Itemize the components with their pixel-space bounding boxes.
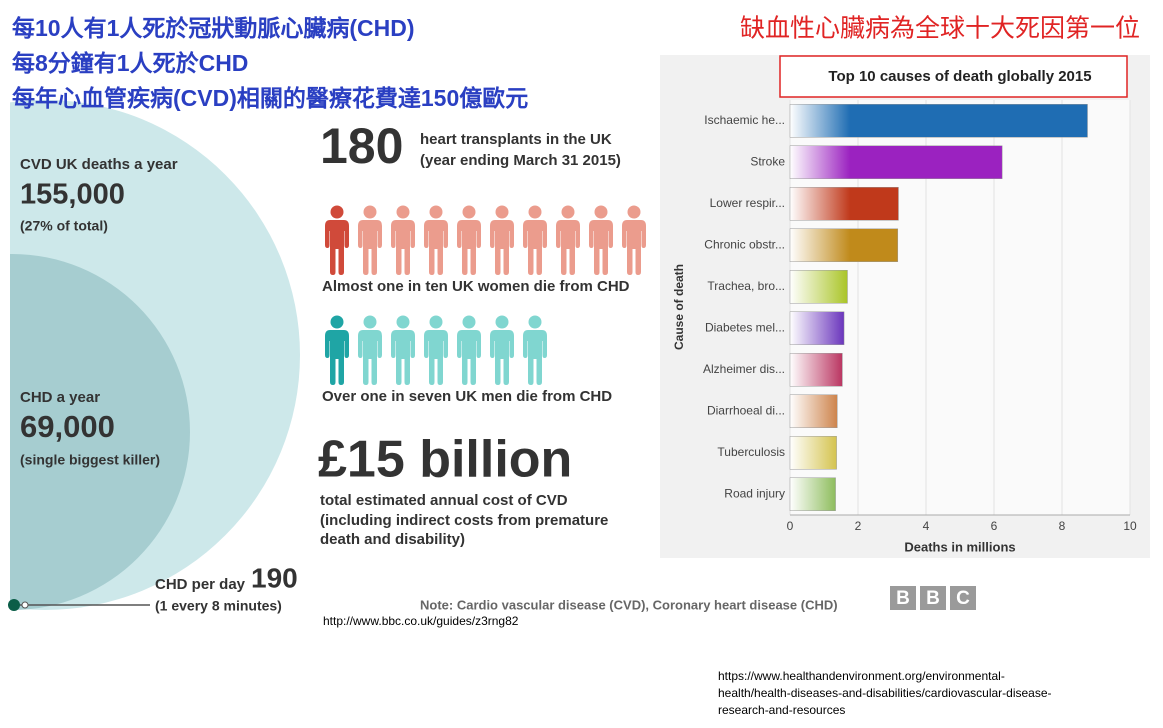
header-line: 每8分鐘有1人死於CHD: [12, 50, 248, 76]
chd-label: CHD a year: [20, 389, 100, 406]
footer-source: research-and-resources: [718, 703, 845, 717]
transplants-text: (year ending March 31 2015): [420, 152, 621, 169]
x-tick-label: 8: [1059, 519, 1066, 533]
x-tick-label: 10: [1123, 519, 1137, 533]
x-tick-label: 0: [787, 519, 794, 533]
y-tick-label: Stroke: [750, 154, 785, 168]
source: http://www.bbc.co.uk/guides/z3rng82: [323, 614, 519, 628]
y-tick-label: Diabetes mel...: [705, 320, 785, 334]
bar: [789, 145, 1003, 179]
chart: Top 10 causes of death globally 2015 Dea…: [660, 55, 1150, 558]
footer-source: health/health-diseases-and-disabilities/…: [718, 686, 1052, 700]
per-day-value: 190: [251, 562, 298, 593]
chart-title: Top 10 causes of death globally 2015: [828, 68, 1091, 85]
y-tick-label: Chronic obstr...: [704, 237, 785, 251]
cvd-value: 155,000: [20, 179, 125, 211]
bar: [789, 104, 1088, 138]
y-tick-label: Tuberculosis: [717, 445, 785, 459]
y-tick-label: Road injury: [724, 486, 785, 500]
dot: [8, 599, 20, 611]
y-tick-label: Ischaemic he...: [704, 113, 785, 127]
x-tick-label: 2: [855, 519, 862, 533]
header-line: 每年心血管疾病(CVD)相關的醫療花費達150億歐元: [12, 85, 528, 111]
men-icons: [325, 315, 547, 385]
per-day-label: CHD per day: [155, 576, 246, 593]
y-tick-label: Trachea, bro...: [707, 279, 785, 293]
cost-text: (including indirect costs from premature: [320, 512, 608, 529]
x-tick-label: 6: [991, 519, 998, 533]
bar: [789, 353, 843, 387]
transplants-text: heart transplants in the UK: [420, 131, 612, 148]
x-tick-label: 4: [923, 519, 930, 533]
y-axis-label: Cause of death: [672, 264, 686, 350]
bar: [789, 477, 836, 511]
cost-value: £15 billion: [318, 431, 572, 489]
x-axis-label: Deaths in millions: [904, 539, 1015, 554]
footer-source: https://www.healthandenvironment.org/env…: [718, 669, 1005, 683]
women-text: Almost one in ten UK women die from CHD: [322, 278, 630, 295]
circles: [10, 100, 300, 610]
brand-letter: B: [896, 588, 910, 609]
brand-letter: B: [926, 588, 940, 609]
y-tick-label: Alzheimer dis...: [703, 362, 785, 376]
bar: [789, 436, 837, 470]
note: Note: Cardio vascular disease (CVD), Cor…: [420, 597, 838, 612]
cvd-note: (27% of total): [20, 218, 108, 234]
bar: [789, 270, 848, 304]
chd-note: (single biggest killer): [20, 452, 160, 468]
per-day-note: (1 every 8 minutes): [155, 598, 282, 614]
header-line: 每10人有1人死於冠狀動脈心臟病(CHD): [12, 15, 415, 41]
chd-value: 69,000: [20, 409, 115, 444]
men-text: Over one in seven UK men die from CHD: [322, 388, 612, 405]
brand-letter: C: [956, 588, 970, 609]
cost-text: total estimated annual cost of CVD: [320, 492, 568, 509]
brand: B B C: [890, 586, 976, 610]
right-title: 缺血性心臟病為全球十大死因第一位: [740, 15, 1140, 43]
y-tick-label: Lower respir...: [710, 196, 785, 210]
bar: [789, 311, 845, 345]
bar: [789, 394, 838, 428]
cost-text: death and disability): [320, 531, 465, 548]
y-tick-label: Diarrhoeal di...: [707, 403, 785, 417]
cvd-label: CVD UK deaths a year: [20, 156, 178, 173]
women-icons: [325, 205, 646, 275]
bar: [789, 228, 899, 262]
bar: [789, 187, 899, 221]
transplants-value: 180: [320, 118, 403, 174]
